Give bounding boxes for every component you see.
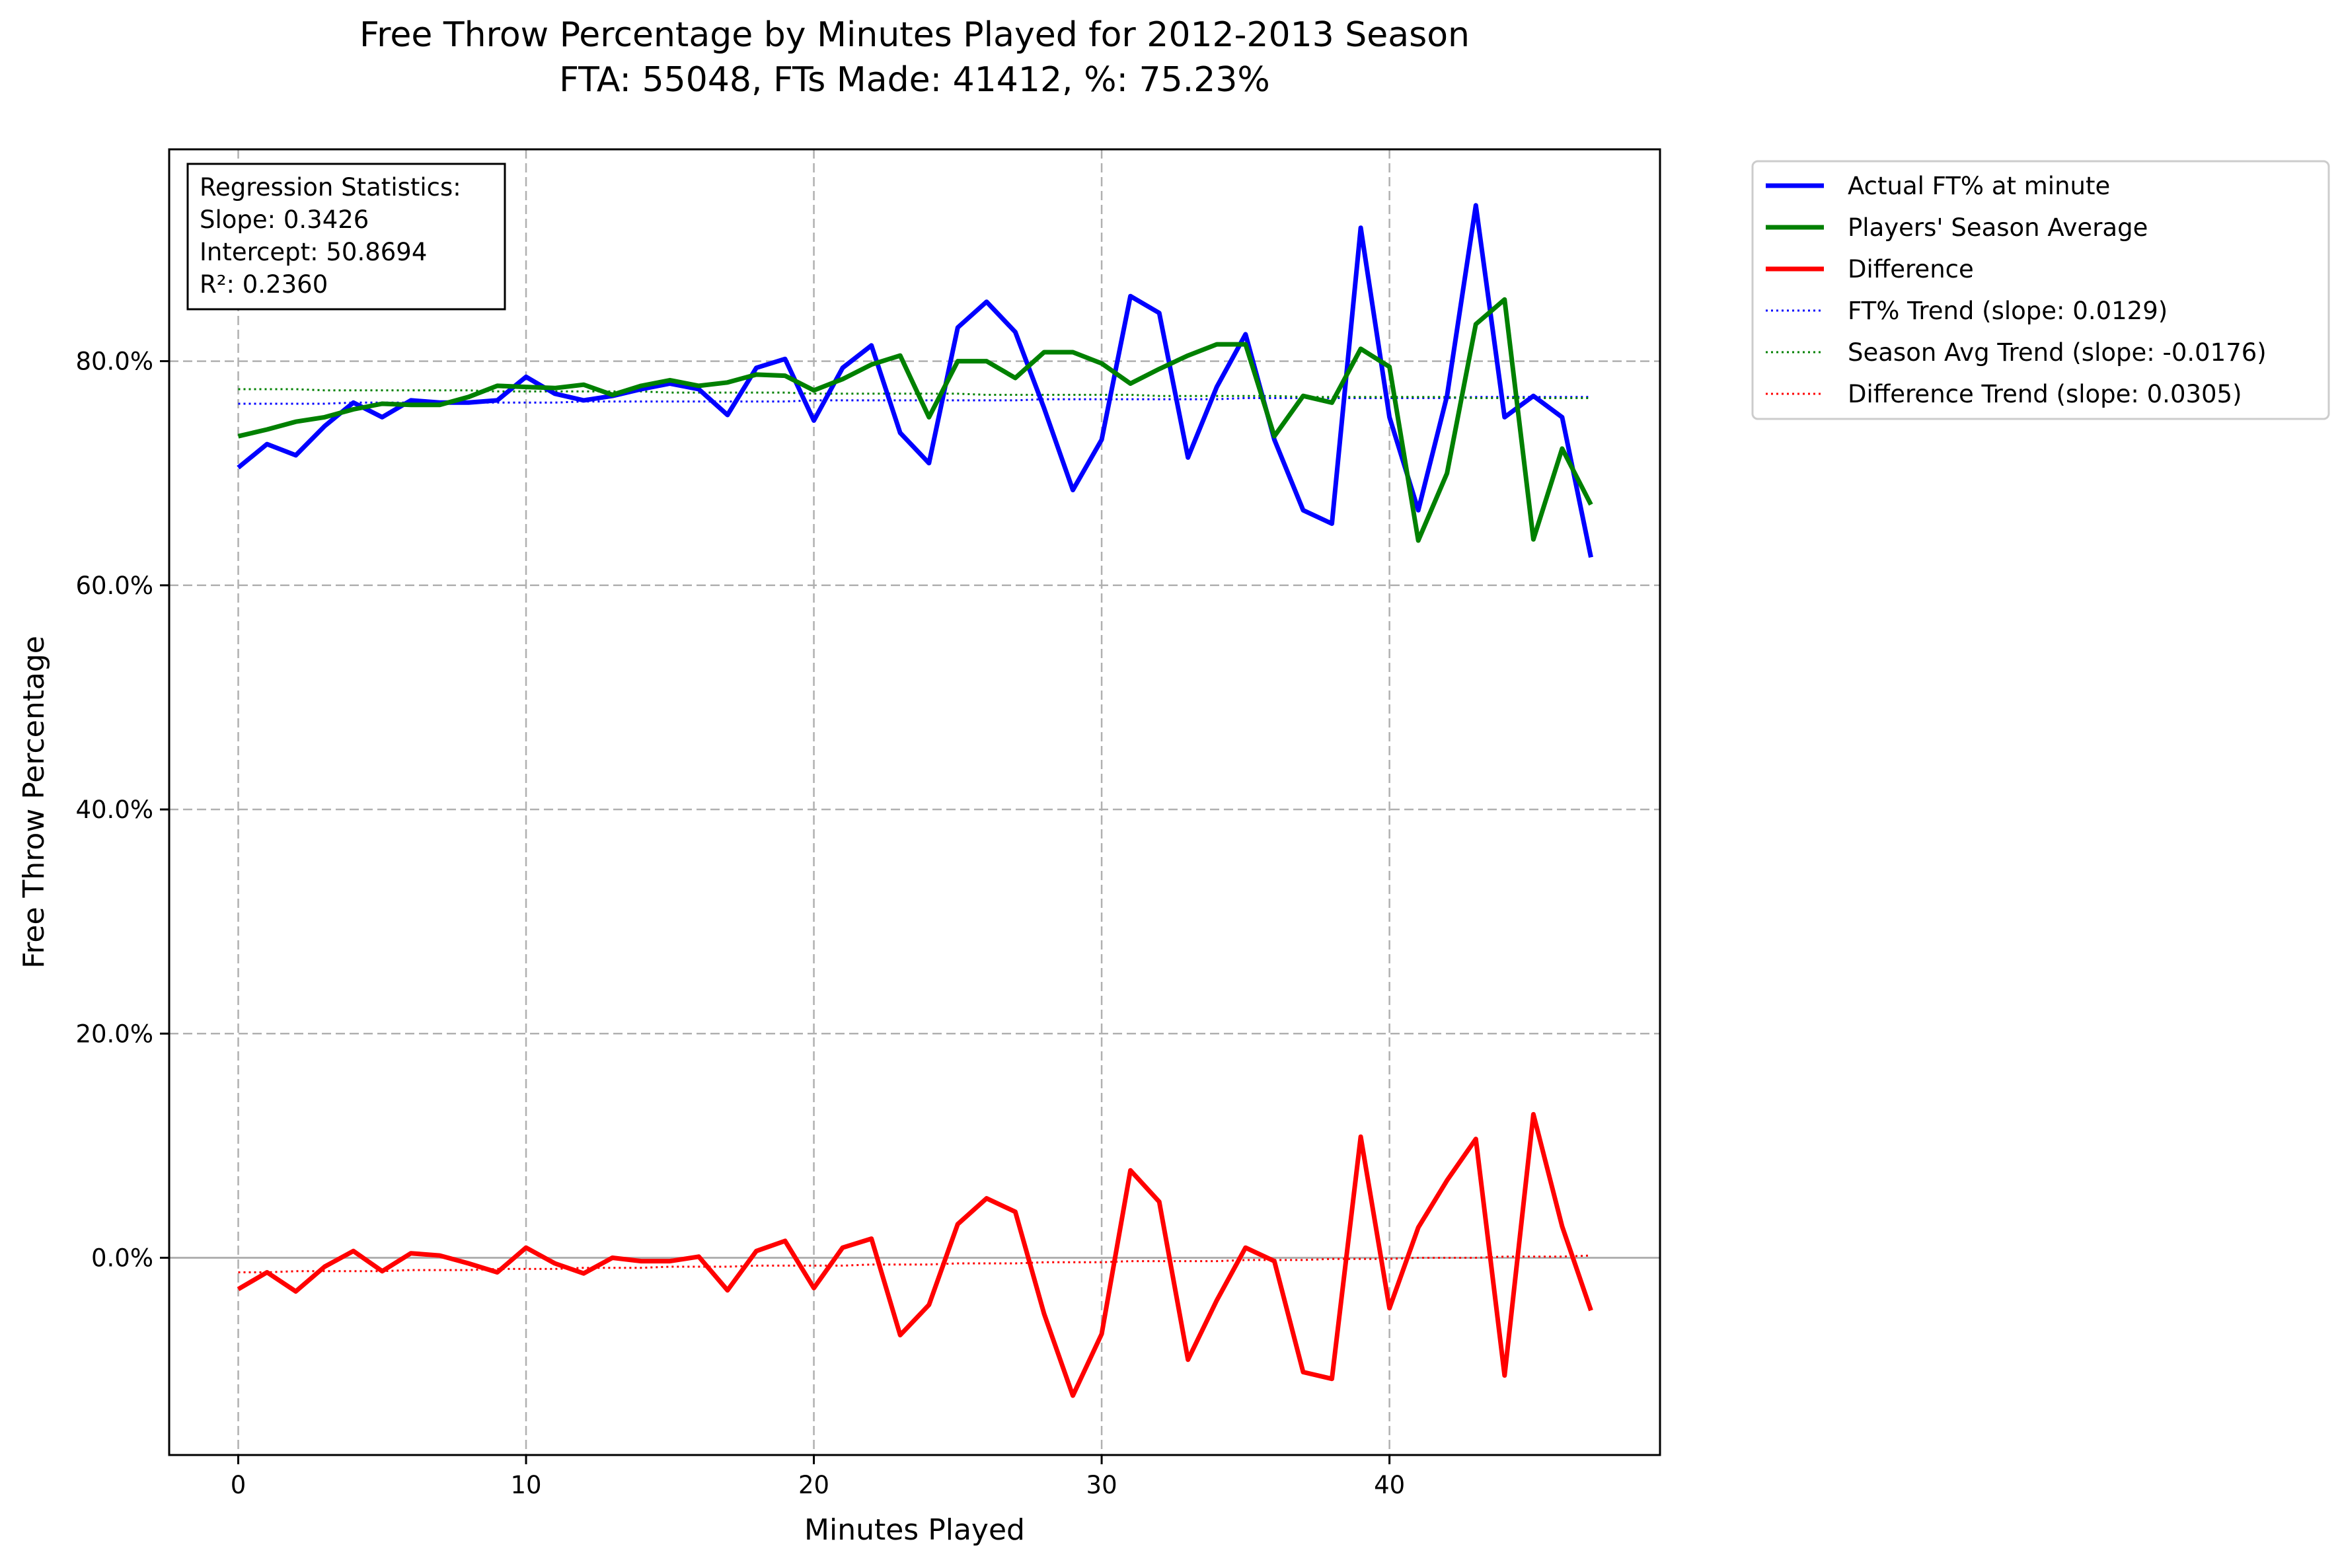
legend-label: Players' Season Average bbox=[1848, 213, 2148, 242]
legend-entries: Actual FT% at minute Players' Season Aver… bbox=[1766, 172, 2267, 408]
stats-intercept: Intercept: 50.8694 bbox=[200, 238, 427, 266]
x-axis-label: Minutes Played bbox=[804, 1513, 1025, 1547]
y-tick-label: 80.0% bbox=[75, 348, 153, 376]
y-tick-label: 40.0% bbox=[75, 796, 153, 824]
legend-label: Actual FT% at minute bbox=[1848, 172, 2110, 200]
stats-box-frame bbox=[186, 163, 506, 311]
x-tick-label: 0 bbox=[231, 1471, 246, 1499]
x-tick-label: 40 bbox=[1374, 1471, 1405, 1499]
stats-heading: Regression Statistics: bbox=[200, 173, 461, 202]
x-tick-label: 20 bbox=[798, 1471, 829, 1499]
legend-label: Difference bbox=[1848, 255, 1974, 283]
series-line bbox=[237, 1111, 1593, 1398]
series-line bbox=[237, 297, 1593, 543]
series-line bbox=[238, 1254, 1591, 1273]
stats-r2: R²: 0.2360 bbox=[200, 270, 328, 299]
plot-area bbox=[169, 149, 1660, 1455]
axis-ticks: 0 10 20 30 40 0.0% 20.0% 40.0% 60.0% 80.0% bbox=[75, 348, 1405, 1499]
y-axis-label: Free Throw Percentage bbox=[17, 636, 51, 969]
series-line bbox=[238, 388, 1591, 399]
stats-slope: Slope: 0.3426 bbox=[200, 205, 369, 234]
regression-stats-box: Regression Statistics: Slope: 0.3426 Int… bbox=[186, 163, 506, 311]
chart-title: Free Throw Percentage by Minutes Played … bbox=[359, 15, 1470, 55]
legend-label: FT% Trend (slope: 0.0129) bbox=[1848, 297, 2168, 325]
x-tick-label: 30 bbox=[1086, 1471, 1117, 1499]
y-tick-label: 20.0% bbox=[75, 1020, 153, 1048]
legend: Actual FT% at minute Players' Season Aver… bbox=[1751, 160, 2330, 420]
series-line bbox=[238, 396, 1591, 405]
series-line bbox=[237, 203, 1593, 558]
series-group bbox=[237, 203, 1593, 1398]
y-tick-label: 60.0% bbox=[75, 572, 153, 600]
chart-subtitle: FTA: 55048, FTs Made: 41412, %: 75.23% bbox=[559, 60, 1270, 100]
x-tick-label: 10 bbox=[510, 1471, 541, 1499]
y-tick-label: 0.0% bbox=[91, 1244, 153, 1272]
legend-frame bbox=[1751, 160, 2330, 420]
legend-label: Difference Trend (slope: 0.0305) bbox=[1848, 380, 2242, 408]
plot-frame bbox=[168, 148, 1661, 1456]
legend-label: Season Avg Trend (slope: -0.0176) bbox=[1848, 338, 2267, 367]
